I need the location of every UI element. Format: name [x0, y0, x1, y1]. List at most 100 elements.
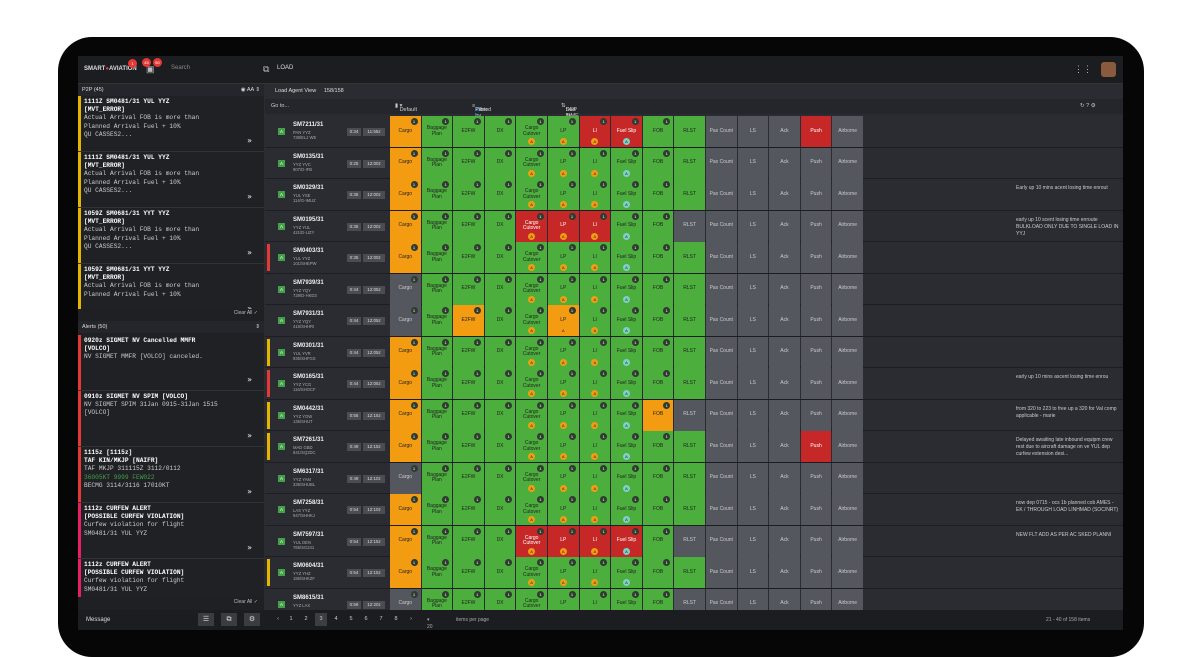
cell-e2fw[interactable]: E2FW 1 — [453, 525, 484, 557]
cell-e2fw[interactable]: E2FW 1 — [453, 305, 484, 336]
cell-pax-count[interactable]: Pax Count — [706, 242, 737, 273]
cell-dx[interactable]: DX 1 — [484, 399, 516, 431]
cell-baggage-plan[interactable]: Baggage Plan 1 — [421, 242, 453, 273]
cell-airborne[interactable]: Airborne — [832, 147, 863, 179]
cell-dx[interactable]: DX 1 — [484, 557, 516, 588]
cell-pax-count[interactable]: Pax Count — [706, 147, 737, 179]
cell-fob[interactable]: FOB 1 — [642, 494, 674, 525]
cell-cargo[interactable]: Cargo 1 — [390, 431, 421, 462]
cell-pax-count[interactable]: Pax Count — [706, 494, 737, 525]
cell-rlst[interactable]: RLST — [674, 147, 705, 179]
list-view-button[interactable]: ☰ — [198, 613, 214, 626]
grid-menu-icon[interactable]: ⋮⋮ — [1074, 64, 1092, 74]
cell-push[interactable]: Push — [800, 368, 832, 399]
cell-baggage-plan[interactable]: Baggage Plan 1 — [421, 116, 453, 147]
expand-icon[interactable]: » — [247, 303, 252, 309]
cell-airborne[interactable]: Airborne — [832, 273, 863, 305]
flight-cell[interactable]: A SM7211/31 PAN YYZ 738/ELJ WE 0:34 11:55z — [270, 116, 390, 147]
cell-ack[interactable]: Ack — [769, 273, 800, 305]
cell-cargo[interactable]: Cargo 1 — [390, 462, 421, 494]
cell-baggage-plan[interactable]: Baggage Plan 1 — [421, 525, 453, 557]
cell-e2fw[interactable]: E2FW 1 — [453, 494, 484, 525]
flight-cell[interactable]: A SM7597/31 YUL DEN 765/SG241 0:54 12:15z — [270, 526, 390, 557]
cell-baggage-plan[interactable]: Baggage Plan 1 — [421, 557, 453, 588]
page-5[interactable]: 5 — [349, 616, 353, 622]
table-row[interactable]: A SM7258/31 LAS YYZ 947/SHHKJ 0:54 12:10z Carg… — [265, 494, 1123, 526]
expand-icon[interactable]: » — [247, 191, 252, 201]
sort-by[interactable]: ⇅ Sort by DEP TIME — [561, 103, 579, 119]
flight-cell[interactable]: A SM0165/31 YYZ YCG 116/SHOCF 0:44 12:05z — [267, 368, 390, 399]
cell-pax-count[interactable]: Pax Count — [706, 273, 737, 305]
cell-e2fw[interactable]: E2FW 1 — [453, 431, 484, 462]
cell-rlst[interactable]: RLST — [674, 179, 705, 210]
cell-ack[interactable]: Ack — [769, 179, 800, 210]
prev-page[interactable]: ‹ — [277, 616, 279, 622]
p2p-clear-all[interactable]: Clear All ✓ — [233, 310, 258, 316]
cell-dx[interactable]: DX 1 — [484, 368, 516, 399]
cell-fob[interactable]: FOB 1 — [642, 462, 674, 494]
flight-cell[interactable]: A SM7261/31 MAD GBD 841/SQ2DC 0:49 12:15z — [267, 431, 390, 462]
cell-cargo[interactable]: Cargo 1 — [390, 494, 421, 525]
cell-baggage-plan[interactable]: Baggage Plan 1 — [421, 399, 453, 431]
app-logo[interactable]: SMART●AVIATION — [84, 66, 137, 72]
cell-ack[interactable]: Ack — [769, 525, 800, 557]
cell-push[interactable]: Push — [800, 525, 832, 557]
alert-item[interactable]: 0920z SIGMET NV Cancelled MMFR [VOLCO] NV … — [78, 335, 264, 391]
cell-dx[interactable]: DX 1 — [484, 494, 516, 525]
cell-airborne[interactable]: Airborne — [832, 210, 863, 242]
cell-fob[interactable]: FOB 1 — [642, 210, 674, 242]
cell-push[interactable]: Push — [800, 273, 832, 305]
cell-airborne[interactable]: Airborne — [832, 336, 863, 368]
cell-cargo[interactable]: Cargo 1 — [390, 147, 421, 179]
cell-push[interactable]: Push — [800, 242, 832, 273]
cell-e2fw[interactable]: E2FW 1 — [453, 179, 484, 210]
cell-rlst[interactable]: RLST — [674, 210, 705, 242]
cell-ack[interactable]: Ack — [769, 336, 800, 368]
cell-pax-count[interactable]: Pax Count — [706, 210, 737, 242]
cell-rlst[interactable]: RLST — [674, 242, 705, 273]
flight-cell[interactable]: A SM0604/31 YYZ YHZ 186/SHKZF 0:54 12:15z — [267, 557, 390, 588]
cell-dx[interactable]: DX 1 — [484, 336, 516, 368]
cell-cargo[interactable]: Cargo 1 — [390, 368, 421, 399]
cell-fob[interactable]: FOB 1 — [642, 273, 674, 305]
cell-cargo[interactable]: Cargo 1 — [390, 305, 421, 336]
per-page-select[interactable]: 20 ▾ — [427, 617, 433, 630]
cell-ack[interactable]: Ack — [769, 147, 800, 179]
cell-baggage-plan[interactable]: Baggage Plan 1 — [421, 210, 453, 242]
cell-fob[interactable]: FOB 1 — [642, 179, 674, 210]
cell-ls[interactable]: LS — [737, 116, 769, 147]
cell-dx[interactable]: DX 1 — [484, 525, 516, 557]
cell-ack[interactable]: Ack — [769, 305, 800, 336]
cell-dx[interactable]: DX 1 — [484, 147, 516, 179]
alert-item[interactable]: 1115z [1115z] TAF KIN/MKJP [NAIFR] TAF MKJ… — [78, 447, 264, 503]
cell-fob[interactable]: FOB 1 — [642, 147, 674, 179]
cell-ls[interactable]: LS — [737, 210, 769, 242]
cell-pax-count[interactable]: Pax Count — [706, 399, 737, 431]
copy-button[interactable]: ⧉ — [221, 613, 237, 626]
filter-by[interactable]: ≡ Filter by Period -6 h → 8 h — [472, 103, 492, 137]
cell-ls[interactable]: LS — [737, 305, 769, 336]
cell-baggage-plan[interactable]: Baggage Plan 1 — [421, 336, 453, 368]
cell-airborne[interactable]: Airborne — [832, 525, 863, 557]
